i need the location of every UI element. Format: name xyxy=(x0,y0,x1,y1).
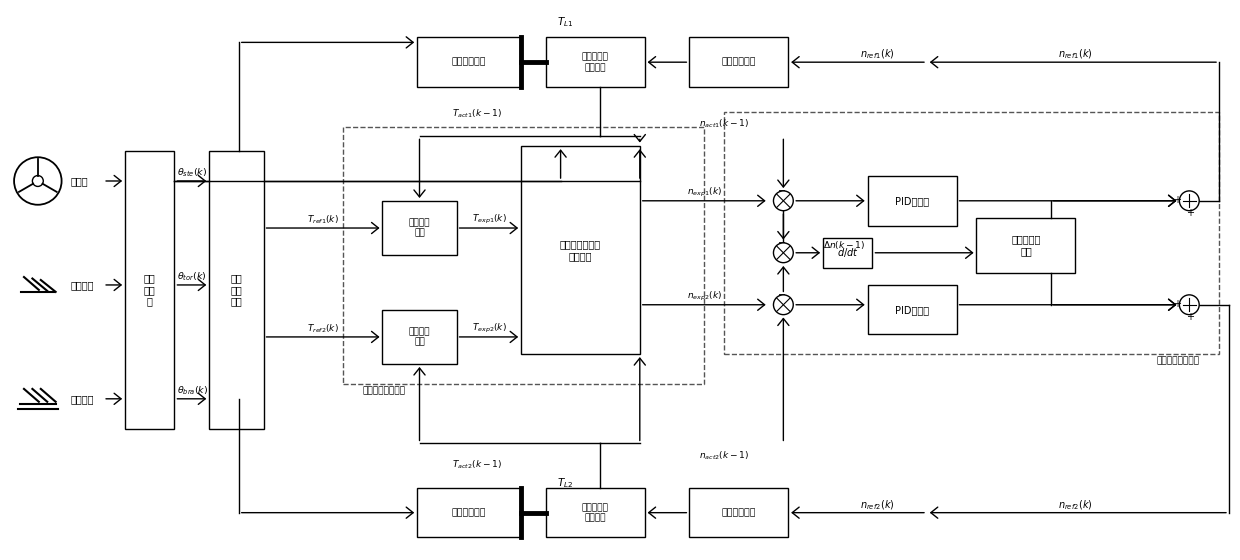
Text: $+$: $+$ xyxy=(1185,207,1195,218)
Text: 前轴负载电机: 前轴负载电机 xyxy=(722,58,756,67)
Text: 加速踏板: 加速踏板 xyxy=(71,280,94,290)
Text: 前轴驱动电机: 前轴驱动电机 xyxy=(451,58,486,67)
Bar xyxy=(342,127,704,384)
Text: 车辆实时动力学
仿真模块: 车辆实时动力学 仿真模块 xyxy=(559,240,601,261)
Text: $n_{ref1}(k)$: $n_{ref1}(k)$ xyxy=(861,48,895,61)
Circle shape xyxy=(774,295,794,315)
Text: $T_{L1}$: $T_{L1}$ xyxy=(557,16,574,30)
Bar xyxy=(210,151,264,428)
Bar xyxy=(868,176,956,226)
Text: 动力
分配
模块: 动力 分配 模块 xyxy=(231,273,242,306)
Text: $\theta_{tor}(k)$: $\theta_{tor}(k)$ xyxy=(177,271,207,283)
Text: $\theta_{ste}(k)$: $\theta_{ste}(k)$ xyxy=(177,167,207,179)
Bar xyxy=(417,38,521,87)
Text: $n_{ref2}(k)$: $n_{ref2}(k)$ xyxy=(1058,498,1092,511)
Bar xyxy=(689,488,789,538)
Text: $n_{exp1}(k)$: $n_{exp1}(k)$ xyxy=(687,186,722,199)
Circle shape xyxy=(774,243,794,263)
Text: $T_{L2}$: $T_{L2}$ xyxy=(558,476,574,490)
Text: $T_{act1}(k-1)$: $T_{act1}(k-1)$ xyxy=(451,108,501,120)
Text: $n_{act1}(k-1)$: $n_{act1}(k-1)$ xyxy=(699,117,749,130)
Text: $n_{act2}(k-1)$: $n_{act2}(k-1)$ xyxy=(699,450,749,463)
Text: $T_{ref2}(k)$: $T_{ref2}(k)$ xyxy=(308,322,339,335)
Bar xyxy=(823,238,873,268)
Text: $\Delta n(k-1)$: $\Delta n(k-1)$ xyxy=(823,239,866,251)
Text: $n_{ref2}(k)$: $n_{ref2}(k)$ xyxy=(861,498,895,511)
Text: $+$: $+$ xyxy=(1185,311,1195,322)
Text: $\theta_{bra}(k)$: $\theta_{bra}(k)$ xyxy=(176,385,208,397)
Text: $n_{exp2}(k)$: $n_{exp2}(k)$ xyxy=(687,290,722,304)
Text: 力矩转速预估模块: 力矩转速预估模块 xyxy=(362,386,405,395)
Text: 速度同步控制模块: 速度同步控制模块 xyxy=(1156,357,1199,366)
Text: $T_{act2}(k-1)$: $T_{act2}(k-1)$ xyxy=(451,459,501,472)
Text: PID调节器: PID调节器 xyxy=(895,196,929,206)
Circle shape xyxy=(1179,295,1199,315)
Text: 模糊控制补
偿器: 模糊控制补 偿器 xyxy=(1012,235,1040,256)
Text: 第一扭矩转
速传感器: 第一扭矩转 速传感器 xyxy=(582,53,609,72)
Bar xyxy=(546,488,645,538)
Text: $T_{exp2}(k)$: $T_{exp2}(k)$ xyxy=(472,322,507,335)
Text: 第二扭矩转
速传感器: 第二扭矩转 速传感器 xyxy=(582,503,609,522)
Text: PID调节器: PID调节器 xyxy=(895,305,929,315)
Bar xyxy=(417,488,521,538)
Text: 力矩预估
模块: 力矩预估 模块 xyxy=(409,218,430,238)
Text: $T_{exp1}(k)$: $T_{exp1}(k)$ xyxy=(472,213,507,226)
Bar xyxy=(125,151,175,428)
Text: 模拟
驾驶
器: 模拟 驾驶 器 xyxy=(144,273,155,306)
Bar xyxy=(521,146,640,354)
Text: 后轴驱动电机: 后轴驱动电机 xyxy=(451,508,486,517)
Text: $-$: $-$ xyxy=(776,236,786,246)
Bar xyxy=(689,38,789,87)
Circle shape xyxy=(1179,191,1199,211)
Text: $-$: $-$ xyxy=(776,288,786,298)
Bar xyxy=(724,111,1219,354)
Text: 方向盘: 方向盘 xyxy=(71,176,88,186)
Text: $-$: $-$ xyxy=(776,184,786,194)
Text: $d/dt$: $d/dt$ xyxy=(837,246,858,259)
Text: 制动踏板: 制动踏板 xyxy=(71,394,94,404)
Text: $+$: $+$ xyxy=(1173,194,1182,206)
Text: $+$: $+$ xyxy=(1173,298,1182,309)
Text: 后轴负载电机: 后轴负载电机 xyxy=(722,508,756,517)
Bar xyxy=(382,201,456,255)
Bar xyxy=(976,218,1075,273)
Bar xyxy=(546,38,645,87)
Text: $T_{ref1}(k)$: $T_{ref1}(k)$ xyxy=(308,213,339,226)
Bar xyxy=(868,285,956,334)
Bar xyxy=(382,310,456,364)
Text: 力矩预估
模块: 力矩预估 模块 xyxy=(409,327,430,347)
Circle shape xyxy=(774,191,794,211)
Text: $n_{ref1}(k)$: $n_{ref1}(k)$ xyxy=(1058,48,1092,61)
